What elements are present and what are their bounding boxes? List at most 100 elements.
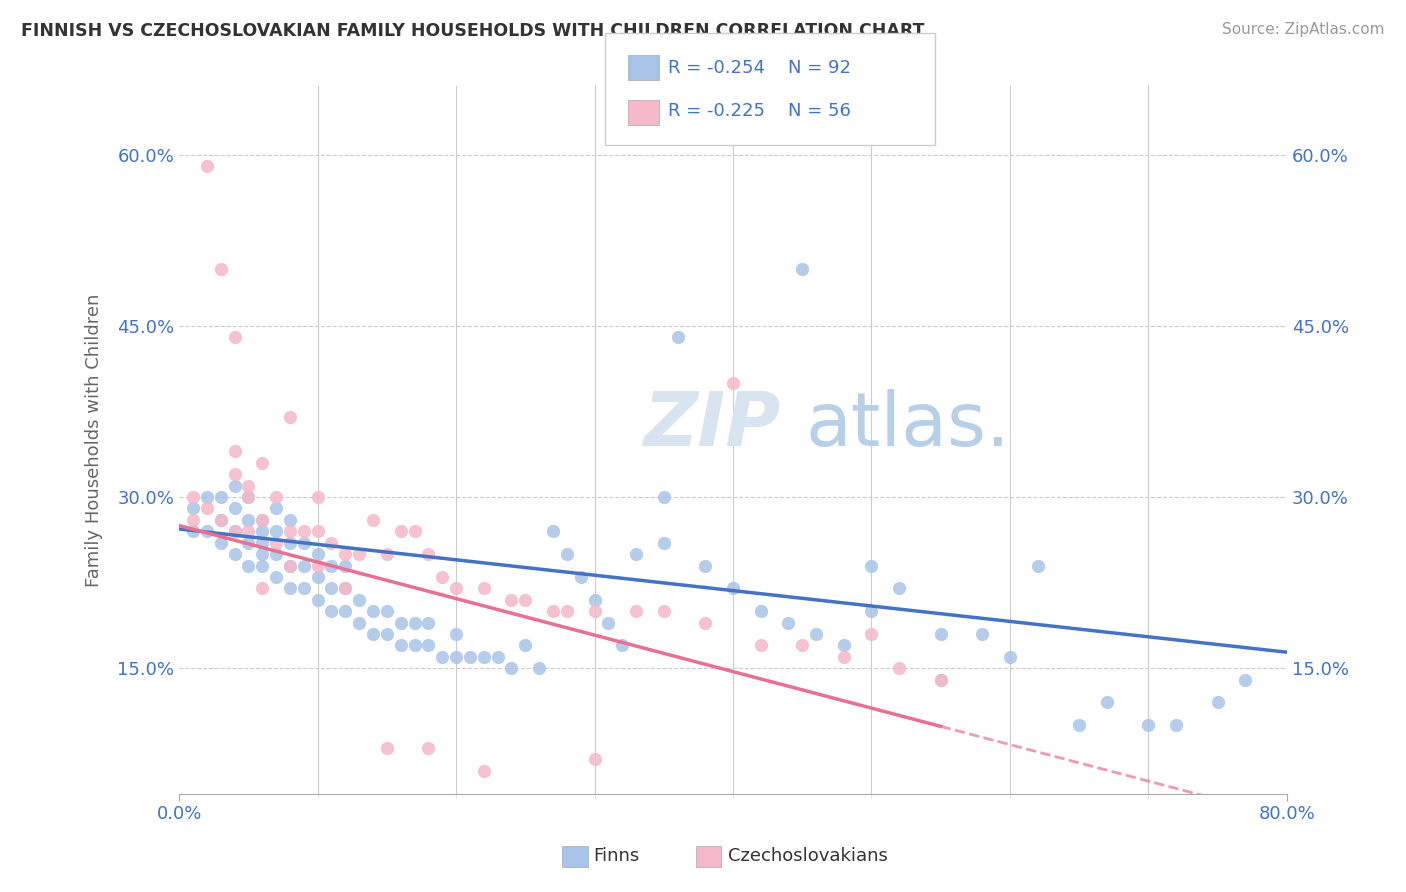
Point [472, 649, 495, 664]
Point [929, 673, 952, 687]
Point [1026, 558, 1049, 573]
Point [209, 513, 232, 527]
Point [195, 490, 218, 504]
Text: R = -0.254    N = 92: R = -0.254 N = 92 [668, 59, 851, 77]
Point [389, 639, 412, 653]
Text: Source: ZipAtlas.com: Source: ZipAtlas.com [1222, 22, 1385, 37]
Point [404, 639, 426, 653]
Point [612, 639, 634, 653]
Point [361, 627, 384, 641]
Point [238, 535, 260, 549]
Point [583, 592, 606, 607]
Point [361, 513, 384, 527]
Point [541, 524, 564, 539]
Point [1234, 673, 1257, 687]
Point [238, 524, 260, 539]
Point [292, 582, 315, 596]
Text: atlas.: atlas. [806, 390, 1010, 462]
Point [444, 582, 467, 596]
Point [238, 513, 260, 527]
Point [501, 592, 523, 607]
Point [307, 490, 329, 504]
Point [335, 604, 357, 618]
Point [778, 615, 800, 630]
Point [832, 649, 855, 664]
Text: ZIP: ZIP [644, 390, 782, 462]
Point [695, 615, 717, 630]
Point [418, 741, 440, 756]
Point [389, 615, 412, 630]
Point [307, 524, 329, 539]
Point [252, 558, 274, 573]
Point [181, 513, 204, 527]
Point [832, 639, 855, 653]
Text: Czechoslovakians: Czechoslovakians [728, 847, 889, 865]
Point [418, 639, 440, 653]
Point [195, 501, 218, 516]
Point [278, 558, 301, 573]
Point [749, 639, 772, 653]
Point [804, 627, 827, 641]
Point [264, 570, 287, 584]
Point [569, 570, 592, 584]
Point [652, 535, 675, 549]
Point [181, 490, 204, 504]
Point [418, 615, 440, 630]
Point [321, 535, 343, 549]
Point [292, 558, 315, 573]
Point [335, 558, 357, 573]
Point [1206, 695, 1229, 709]
Point [292, 524, 315, 539]
Point [515, 639, 537, 653]
Point [307, 570, 329, 584]
Point [998, 649, 1021, 664]
Point [624, 547, 647, 561]
Point [583, 752, 606, 766]
Point [224, 444, 246, 458]
Point [444, 627, 467, 641]
Point [307, 558, 329, 573]
Point [278, 410, 301, 425]
Point [224, 478, 246, 492]
Point [721, 582, 744, 596]
Point [209, 513, 232, 527]
Point [792, 261, 814, 276]
Point [361, 604, 384, 618]
Point [721, 376, 744, 390]
Point [1095, 695, 1118, 709]
Point [389, 524, 412, 539]
Point [444, 649, 467, 664]
Point [541, 604, 564, 618]
Point [252, 535, 274, 549]
Point [181, 501, 204, 516]
Point [335, 547, 357, 561]
Point [749, 604, 772, 618]
Point [375, 627, 398, 641]
Point [515, 592, 537, 607]
Point [181, 524, 204, 539]
Point [224, 547, 246, 561]
Point [929, 673, 952, 687]
Point [209, 490, 232, 504]
Point [666, 330, 689, 344]
Point [209, 261, 232, 276]
Point [335, 582, 357, 596]
Point [252, 513, 274, 527]
Point [321, 604, 343, 618]
Point [252, 456, 274, 470]
Point [321, 582, 343, 596]
Point [321, 558, 343, 573]
Point [252, 547, 274, 561]
Text: FINNISH VS CZECHOSLOVAKIAN FAMILY HOUSEHOLDS WITH CHILDREN CORRELATION CHART: FINNISH VS CZECHOSLOVAKIAN FAMILY HOUSEH… [21, 22, 925, 40]
Y-axis label: Family Households with Children: Family Households with Children [86, 293, 103, 587]
Point [264, 524, 287, 539]
Point [252, 524, 274, 539]
Point [555, 604, 578, 618]
Point [472, 764, 495, 778]
Point [238, 490, 260, 504]
Point [224, 330, 246, 344]
Point [652, 604, 675, 618]
Point [929, 627, 952, 641]
Point [486, 649, 509, 664]
Point [224, 524, 246, 539]
